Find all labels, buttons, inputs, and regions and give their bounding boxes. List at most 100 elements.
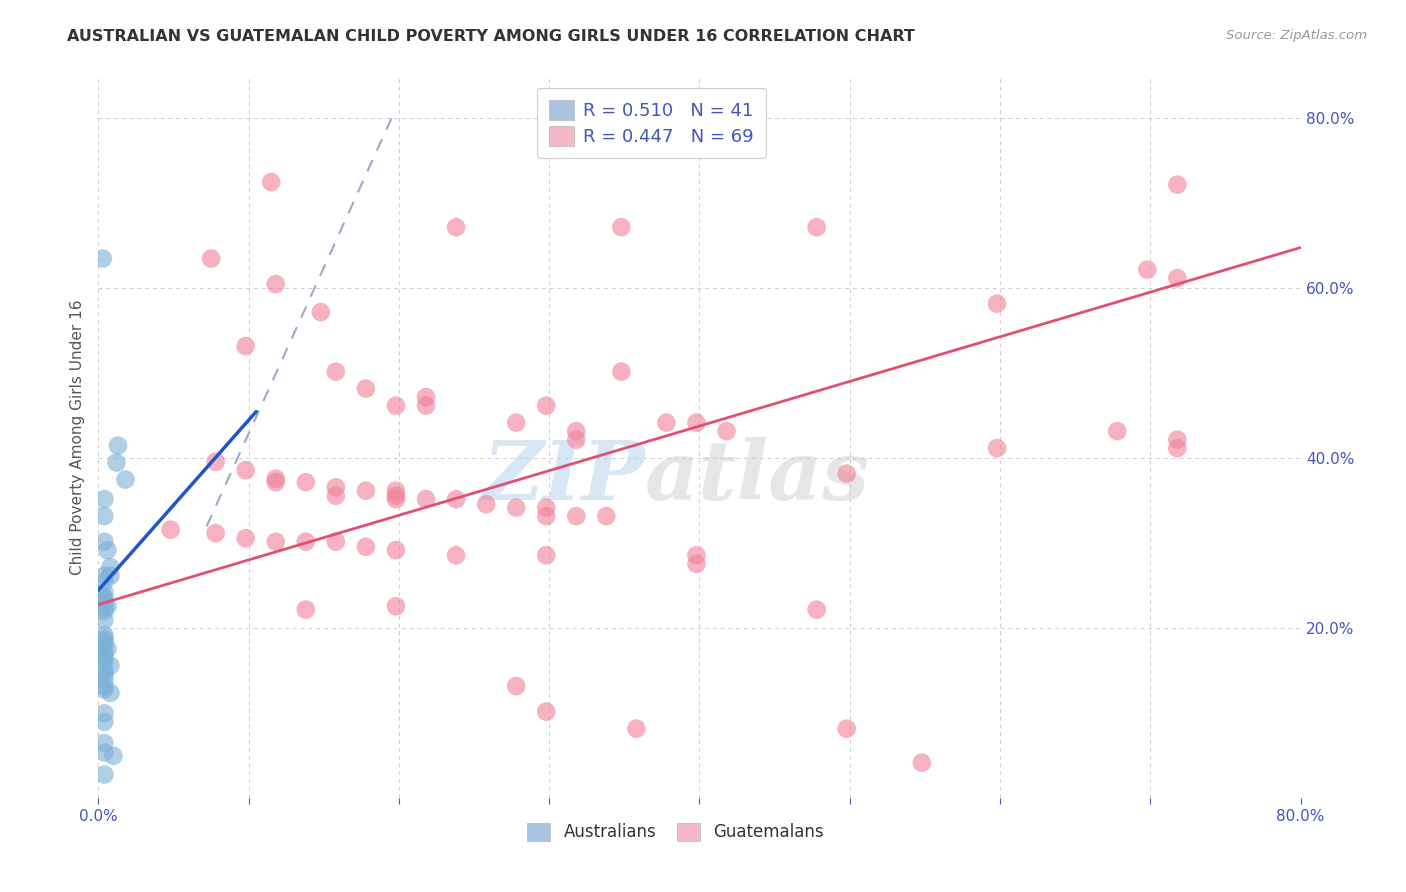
Point (1136, 262, 1159, 277)
Point (93, 650, 115, 665)
Point (385, 599, 408, 614)
Point (325, 489, 347, 503)
Point (534, 705, 557, 719)
Point (93, 634, 115, 648)
Point (444, 220, 467, 235)
Text: Source: ZipAtlas.com: Source: ZipAtlas.com (1226, 29, 1367, 42)
Point (93, 574, 115, 589)
Point (534, 399, 557, 413)
Point (565, 509, 588, 524)
Point (325, 534, 347, 549)
Point (96, 641, 118, 656)
Point (354, 483, 377, 498)
Point (93, 509, 115, 524)
Point (100, 686, 122, 700)
Point (93, 632, 115, 646)
Legend: Australians, Guatemalans: Australians, Guatemalans (517, 813, 834, 852)
Point (93, 601, 115, 615)
Point (716, 424, 738, 438)
Point (93, 596, 115, 610)
Point (685, 416, 707, 430)
Point (294, 602, 316, 616)
Point (93, 664, 115, 678)
Point (655, 416, 678, 430)
Point (385, 492, 408, 507)
Point (685, 557, 707, 571)
Point (105, 456, 128, 470)
Point (565, 433, 588, 447)
Point (986, 296, 1008, 310)
Point (93, 591, 115, 606)
Point (1166, 433, 1188, 447)
Point (385, 399, 408, 413)
Point (93, 679, 115, 693)
Point (93, 673, 115, 687)
Point (93, 613, 115, 627)
Point (565, 424, 588, 438)
Point (505, 416, 527, 430)
Point (264, 475, 287, 490)
Point (444, 492, 467, 507)
Point (1166, 441, 1188, 455)
Point (93, 656, 115, 670)
Point (505, 679, 527, 693)
Y-axis label: Child Poverty Among Girls Under 16: Child Poverty Among Girls Under 16 (69, 300, 84, 574)
Point (626, 722, 648, 736)
Point (260, 175, 283, 189)
Point (100, 560, 122, 574)
Point (93, 492, 115, 507)
Point (93, 604, 115, 618)
Point (385, 483, 408, 498)
Point (911, 756, 934, 770)
Point (354, 540, 377, 554)
Point (264, 277, 287, 291)
Point (806, 602, 828, 616)
Point (91, 589, 114, 603)
Point (415, 492, 437, 507)
Point (595, 509, 617, 524)
Point (415, 390, 437, 404)
Point (91, 252, 114, 266)
Point (114, 473, 136, 487)
Point (309, 305, 332, 319)
Point (93, 638, 115, 652)
Point (610, 365, 633, 379)
Point (93, 667, 115, 681)
Point (835, 722, 858, 736)
Point (294, 534, 316, 549)
Point (534, 500, 557, 515)
Point (103, 748, 125, 763)
Point (235, 463, 257, 477)
Point (100, 568, 122, 582)
Point (505, 500, 527, 515)
Point (835, 467, 858, 481)
Point (204, 455, 226, 469)
Point (806, 220, 828, 235)
Point (96, 543, 118, 558)
Point (475, 497, 498, 511)
Point (264, 534, 287, 549)
Point (107, 439, 129, 453)
Text: AUSTRALIAN VS GUATEMALAN CHILD POVERTY AMONG GIRLS UNDER 16 CORRELATION CHART: AUSTRALIAN VS GUATEMALAN CHILD POVERTY A… (67, 29, 915, 44)
Point (100, 658, 122, 673)
Point (986, 441, 1008, 455)
Point (93, 746, 115, 760)
Point (294, 475, 316, 490)
Point (96, 599, 118, 614)
Point (264, 472, 287, 486)
Point (93, 628, 115, 642)
Point (93, 736, 115, 750)
Point (204, 526, 226, 541)
Point (385, 543, 408, 558)
Point (93, 714, 115, 729)
Point (235, 531, 257, 545)
Point (444, 548, 467, 562)
Point (1107, 424, 1129, 438)
Point (534, 509, 557, 524)
Point (610, 220, 633, 235)
Point (93, 534, 115, 549)
Point (415, 399, 437, 413)
Point (385, 489, 408, 503)
Text: ZIP: ZIP (482, 437, 645, 516)
Point (93, 706, 115, 721)
